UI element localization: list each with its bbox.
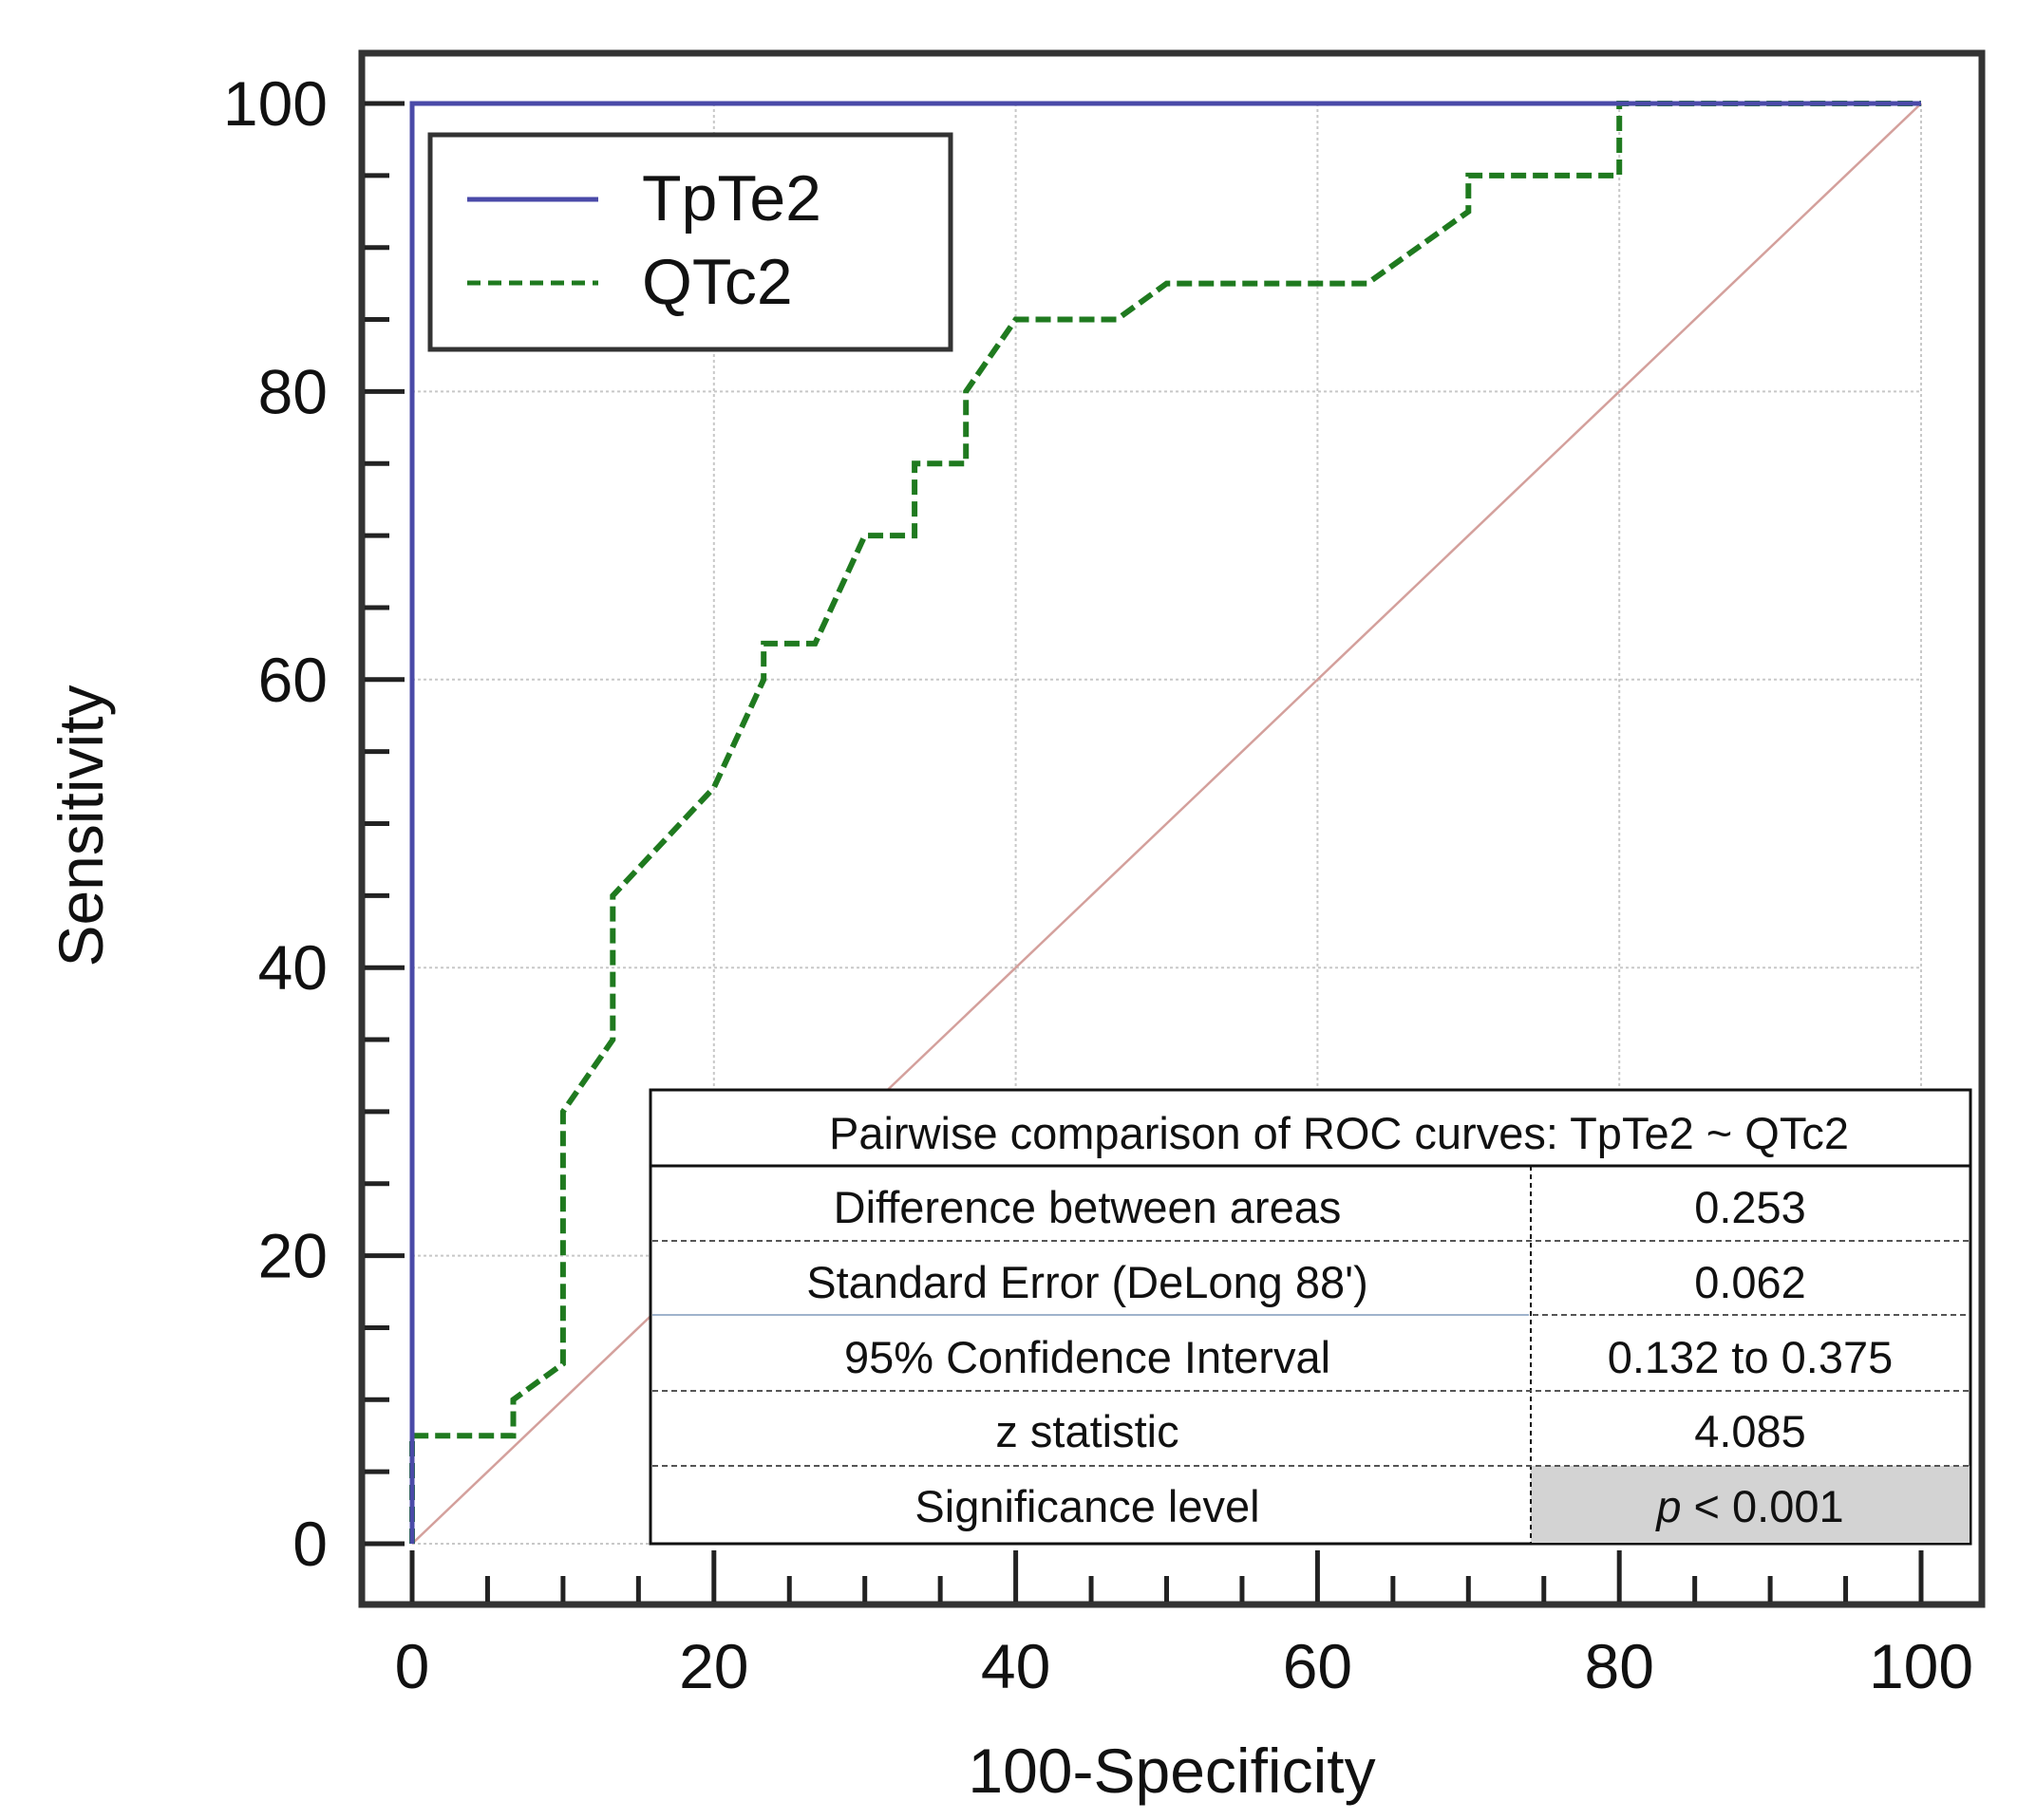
x-tick-label: 80 (1584, 1631, 1653, 1701)
row-label-standard-error: Standard Error (DeLong 88') (806, 1257, 1368, 1307)
row-value-standard-error: 0.062 (1694, 1257, 1806, 1307)
row-value-significance: p < 0.001 (1654, 1481, 1843, 1531)
x-tick-label: 0 (395, 1631, 430, 1701)
x-tick-label: 100 (1869, 1631, 1973, 1701)
x-tick-label: 40 (981, 1631, 1050, 1701)
y-tick-label: 20 (258, 1221, 328, 1291)
x-tick-label: 60 (1283, 1631, 1352, 1701)
y-tick-label: 100 (223, 68, 328, 139)
series-tpte2-line (409, 101, 1921, 1544)
row-label-significance: Significance level (914, 1481, 1259, 1531)
y-tick-labels: 0 20 40 60 80 100 (223, 68, 328, 1579)
legend: TpTe2 QTc2 (427, 132, 953, 352)
y-tick-label: 40 (258, 932, 328, 1003)
y-axis-label: Sensitivity (46, 685, 116, 966)
row-label-difference: Difference between areas (834, 1182, 1342, 1232)
plot-frame (358, 49, 1986, 1608)
y-tick-label: 0 (292, 1509, 328, 1579)
row-value-confidence-interval: 0.132 to 0.375 (1608, 1332, 1894, 1382)
significance-cell-bg (1531, 1466, 1970, 1543)
row-value-difference: 0.253 (1694, 1182, 1806, 1232)
row-value-z-statistic: 4.085 (1694, 1406, 1806, 1456)
row-label-confidence-interval: 95% Confidence Interval (844, 1332, 1330, 1382)
legend-label-tpte2: TpTe2 (642, 162, 821, 235)
y-tick-label: 80 (258, 356, 328, 426)
x-axis-label: 100-Specificity (968, 1736, 1375, 1806)
comparison-table: Pairwise comparison of ROC curves: TpTe2… (649, 1088, 1972, 1546)
y-tick-label: 60 (258, 645, 328, 715)
minor-ticks (365, 101, 1924, 1602)
legend-box (427, 132, 953, 352)
row-label-z-statistic: z statistic (995, 1406, 1178, 1456)
table-title: Pairwise comparison of ROC curves: TpTe2… (829, 1108, 1849, 1158)
x-tick-label: 20 (679, 1631, 748, 1701)
p-symbol: p (1654, 1481, 1681, 1531)
p-value: < 0.001 (1681, 1481, 1843, 1531)
legend-label-qtc2: QTc2 (642, 246, 793, 318)
series-qtc2-line (409, 101, 1921, 1544)
x-tick-labels: 0 20 40 60 80 100 (395, 1631, 1973, 1701)
